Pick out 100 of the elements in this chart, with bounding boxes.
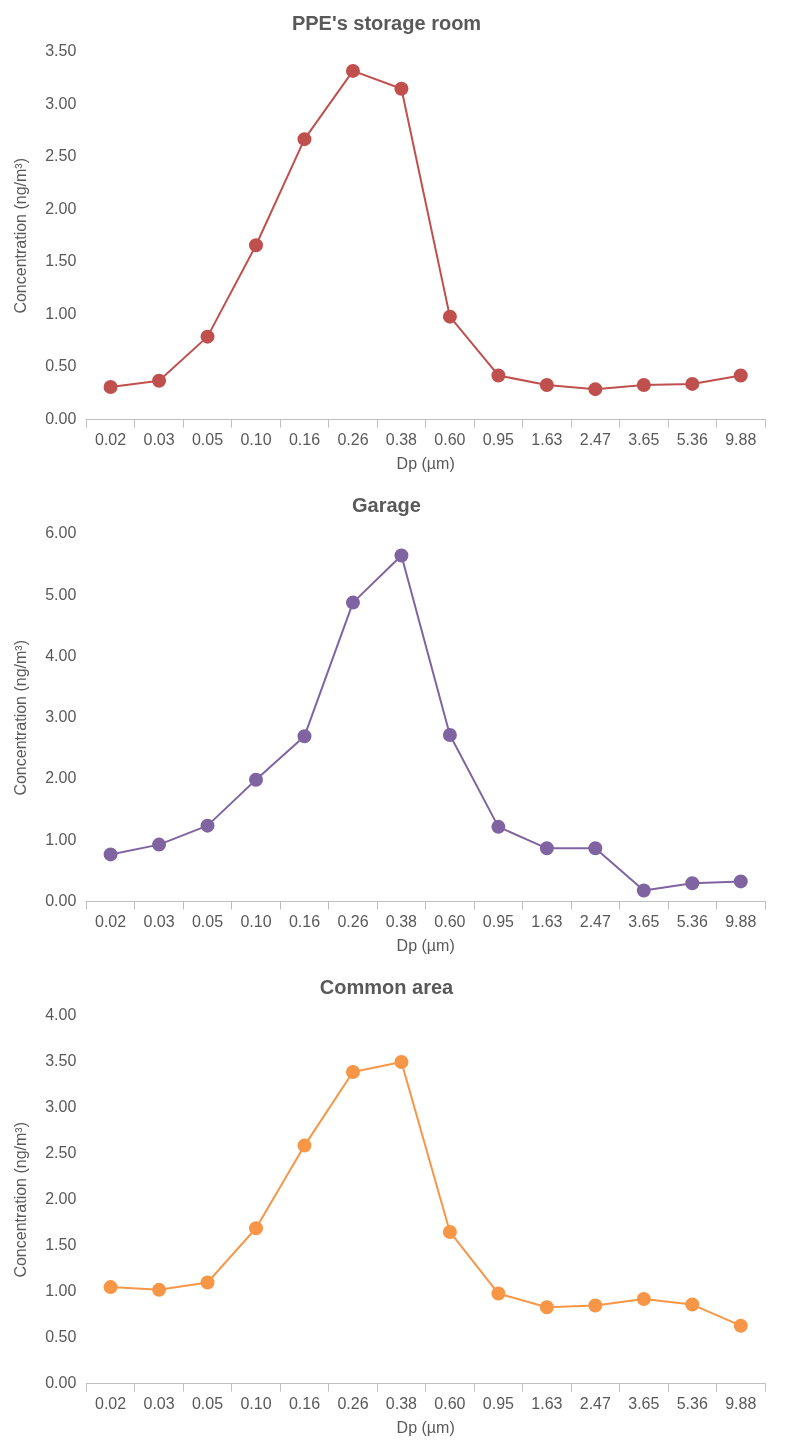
point <box>103 847 118 862</box>
x-tick-label: 9.88 <box>725 1394 757 1412</box>
y-tick-label: 0.00 <box>45 1374 77 1392</box>
x-axis-title: Dp (µm) <box>396 454 455 472</box>
point <box>152 373 167 388</box>
point <box>345 63 360 78</box>
point <box>588 841 603 856</box>
point <box>539 377 554 392</box>
y-tick-label: 3.00 <box>45 708 77 726</box>
chart-title: Garage <box>352 493 421 516</box>
point <box>588 382 603 397</box>
x-tick-label: 3.65 <box>628 1394 660 1412</box>
x-tick-label: 0.16 <box>288 912 321 930</box>
y-tick-label: 1.50 <box>45 252 77 270</box>
x-tick-label: 1.63 <box>531 1394 563 1412</box>
x-tick-label: 3.65 <box>628 912 660 930</box>
x-tick-label: 2.47 <box>579 912 612 930</box>
y-tick-label: 1.00 <box>45 830 77 848</box>
y-tick-label: 5.00 <box>45 585 77 603</box>
x-tick-label: 0.95 <box>482 430 515 448</box>
y-tick-label: 1.00 <box>45 304 77 322</box>
x-tick-label: 0.02 <box>95 430 127 448</box>
x-tick-label: 0.16 <box>288 430 321 448</box>
chart-title: Common area <box>319 975 455 998</box>
y-axis-title: Concentration (ng/m³) <box>12 639 30 796</box>
point <box>200 1275 215 1290</box>
y-tick-label: 2.50 <box>45 1144 77 1162</box>
y-axis-title: Concentration (ng/m³) <box>12 157 30 314</box>
y-tick-label: 4.00 <box>45 646 77 664</box>
point <box>297 1138 312 1153</box>
point <box>249 772 264 787</box>
y-tick-label: 6.00 <box>45 524 77 542</box>
point <box>152 837 167 852</box>
x-tick-label: 0.03 <box>143 430 175 448</box>
point <box>345 1065 360 1080</box>
x-tick-label: 0.05 <box>191 1394 224 1412</box>
chart-title: PPE's storage room <box>291 11 482 34</box>
point <box>249 238 264 253</box>
x-tick-label: 0.26 <box>337 430 369 448</box>
x-tick-label: 3.65 <box>628 430 660 448</box>
y-tick-label: 3.50 <box>45 42 77 60</box>
point <box>442 727 457 742</box>
x-tick-label: 0.16 <box>288 1394 321 1412</box>
point <box>733 874 748 889</box>
x-tick-label: 2.47 <box>579 1394 612 1412</box>
x-tick-label: 0.95 <box>482 912 515 930</box>
x-tick-label: 0.38 <box>385 430 418 448</box>
point <box>636 883 651 898</box>
x-tick-label: 0.10 <box>240 912 272 930</box>
point <box>491 819 506 834</box>
x-tick-label: 1.63 <box>531 912 563 930</box>
point <box>394 548 409 563</box>
point <box>539 1300 554 1315</box>
point <box>200 329 215 344</box>
point <box>588 1298 603 1313</box>
point <box>636 1292 651 1307</box>
x-tick-label: 2.47 <box>579 430 612 448</box>
point <box>200 818 215 833</box>
x-tick-label: 0.03 <box>143 1394 175 1412</box>
x-tick-label: 0.10 <box>240 1394 272 1412</box>
point <box>491 1286 506 1301</box>
y-tick-label: 1.50 <box>45 1236 77 1254</box>
point <box>442 309 457 324</box>
x-tick-label: 5.36 <box>676 1394 708 1412</box>
y-tick-label: 2.00 <box>45 199 77 217</box>
x-tick-label: 0.02 <box>95 1394 127 1412</box>
x-tick-label: 9.88 <box>725 430 757 448</box>
point <box>733 1318 748 1333</box>
y-tick-label: 4.00 <box>45 1006 77 1024</box>
y-tick-label: 1.00 <box>45 1282 77 1300</box>
x-tick-label: 5.36 <box>676 430 708 448</box>
y-tick-label: 2.00 <box>45 769 77 787</box>
point <box>685 376 700 391</box>
x-axis-title: Dp (µm) <box>396 1418 455 1436</box>
x-tick-label: 0.95 <box>482 1394 515 1412</box>
x-tick-label: 0.03 <box>143 912 175 930</box>
y-tick-label: 2.50 <box>45 147 77 165</box>
point <box>345 595 360 610</box>
x-tick-label: 0.38 <box>385 912 418 930</box>
x-tick-label: 0.26 <box>337 912 369 930</box>
point <box>685 876 700 891</box>
point <box>394 81 409 96</box>
point <box>297 729 312 744</box>
x-tick-label: 1.63 <box>531 430 563 448</box>
x-tick-label: 5.36 <box>676 912 708 930</box>
point <box>394 1054 409 1069</box>
point <box>636 377 651 392</box>
x-tick-label: 0.60 <box>434 912 466 930</box>
y-tick-label: 0.50 <box>45 1328 77 1346</box>
y-tick-label: 3.00 <box>45 1098 77 1116</box>
point <box>249 1221 264 1236</box>
point <box>103 380 118 395</box>
point <box>539 841 554 856</box>
point <box>685 1297 700 1312</box>
point <box>733 368 748 383</box>
y-tick-label: 0.00 <box>45 410 77 428</box>
x-tick-label: 0.38 <box>385 1394 418 1412</box>
x-tick-label: 0.05 <box>191 912 224 930</box>
x-tick-label: 0.10 <box>240 430 272 448</box>
x-tick-label: 0.60 <box>434 430 466 448</box>
